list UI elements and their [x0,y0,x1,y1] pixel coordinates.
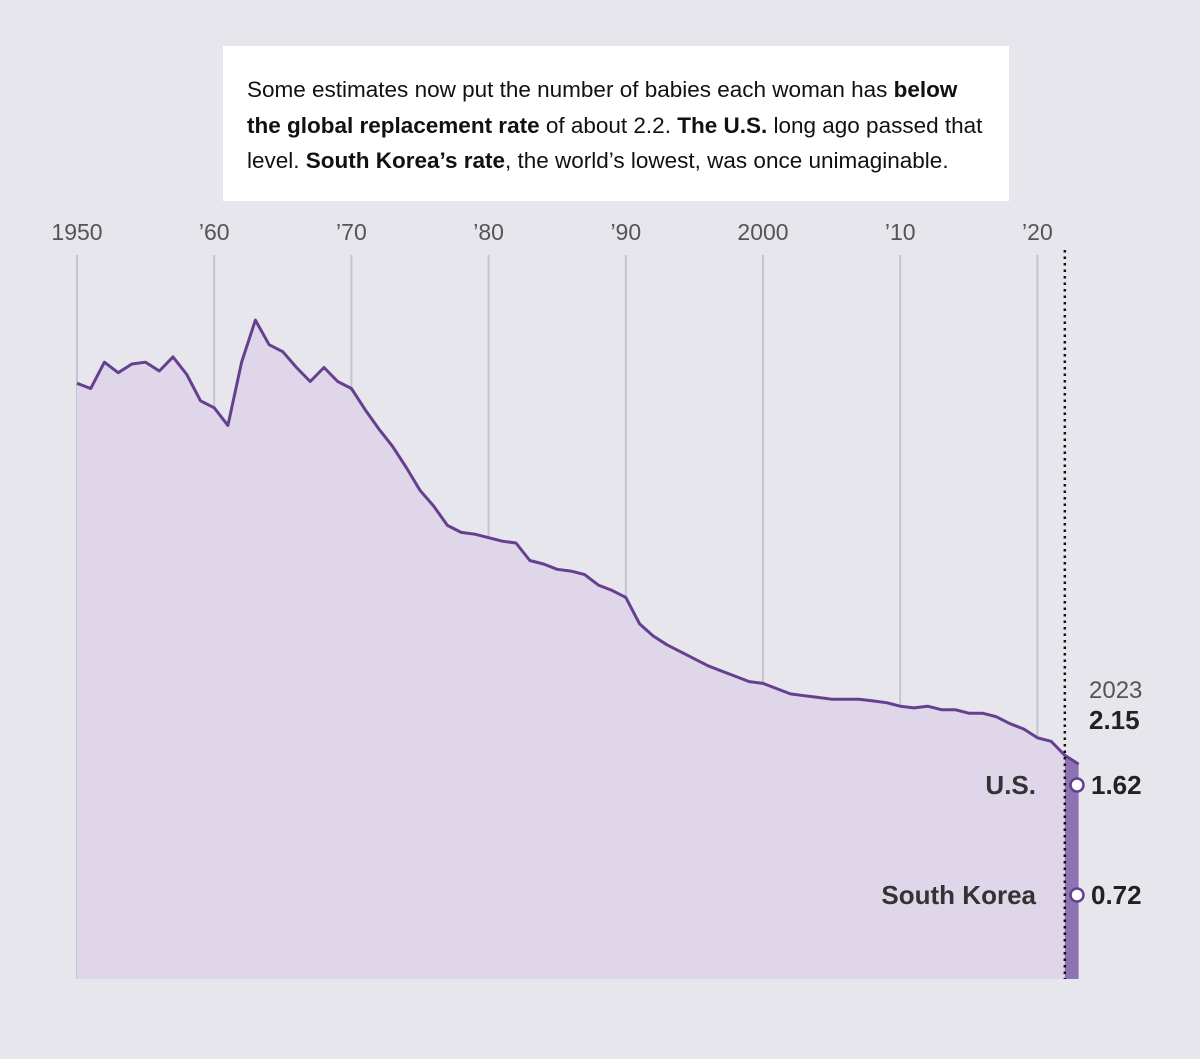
marker-value-label: 1.62 [1091,770,1142,800]
x-tick-label: ’10 [885,219,916,245]
x-axis-tick-labels: 1950 ’60 ’70 ’80 ’90 2000 ’10 ’20 [51,219,1052,245]
caption-text-2: of about 2.2. [539,112,678,138]
marker-value-label: 0.72 [1091,880,1142,910]
world-fertility-area [77,320,1079,980]
highlight-band-shape [1064,755,1079,979]
caption-bold-us: The U.S. [677,112,768,138]
x-tick-label: ’60 [199,219,230,245]
x-tick-label: ’80 [473,219,504,245]
x-tick-label: 2000 [737,219,788,245]
caption-text-3: long ago passed that level. [247,112,983,174]
marker-dot [1069,887,1085,903]
caption-text-4: , the world’s lowest, was once unimagina… [505,148,949,173]
marker-country-label: South Korea [881,880,1036,910]
country-markers: U.S. 1.62 South Korea 0.72 [881,770,1141,910]
marker-dot [1069,777,1085,793]
end-year-label: 2023 [1089,677,1142,704]
x-tick-label: ’20 [1022,219,1053,245]
x-tick-label: ’90 [610,219,641,245]
end-value-label: 2.15 [1089,705,1140,735]
world-fertility-line [76,318,1080,766]
x-tick-label: 1950 [51,219,102,245]
x-tick-label: ’70 [336,219,367,245]
caption-bold-south-korea: South Korea’s rate [305,148,505,173]
caption-bold-replacement: below the global replacement rate [247,77,958,138]
caption-text-1: Some estimates now put the number of bab… [247,77,894,102]
marker-country-label: U.S. [985,770,1036,800]
chart-caption: Some estimates now put the number of bab… [223,46,1009,201]
